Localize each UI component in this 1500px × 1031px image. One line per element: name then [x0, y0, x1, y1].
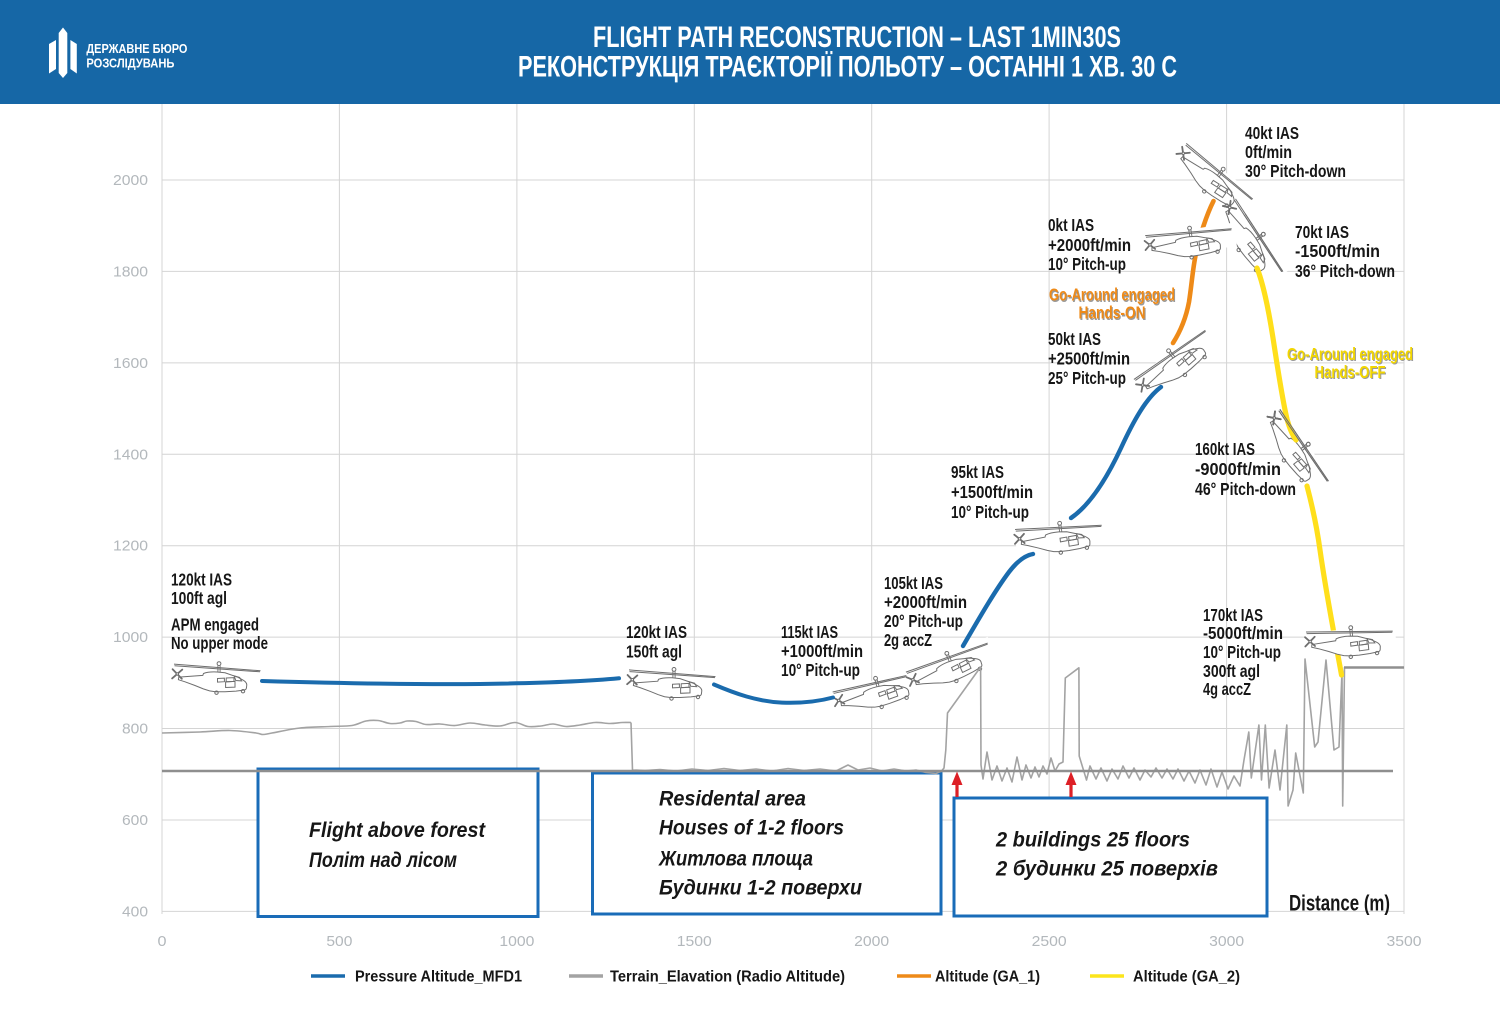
svg-text:150ft agl: 150ft agl [626, 642, 682, 662]
svg-text:30° Pitch-down: 30° Pitch-down [1245, 161, 1346, 181]
svg-text:Pressure Altitude_MFD1: Pressure Altitude_MFD1 [355, 969, 522, 986]
svg-text:500: 500 [326, 933, 352, 950]
svg-text:1600: 1600 [113, 355, 148, 372]
svg-text:Hands-OFF: Hands-OFF [1315, 362, 1386, 382]
svg-text:4g accZ: 4g accZ [1203, 679, 1251, 699]
svg-text:Houses of 1-2 floors: Houses of 1-2 floors [659, 816, 844, 839]
svg-text:Go-Around engaged: Go-Around engaged [1287, 344, 1413, 364]
svg-text:Altitude (GA_2): Altitude (GA_2) [1133, 969, 1240, 986]
svg-text:40kt IAS: 40kt IAS [1245, 123, 1299, 143]
svg-text:-5000ft/min: -5000ft/min [1203, 623, 1283, 643]
svg-text:10° Pitch-up: 10° Pitch-up [951, 502, 1029, 522]
svg-text:FLIGHT PATH RECONSTRUCTION – L: FLIGHT PATH RECONSTRUCTION – LAST 1MIN30… [593, 21, 1121, 54]
svg-text:-9000ft/min: -9000ft/min [1195, 459, 1281, 479]
svg-text:1500: 1500 [677, 933, 712, 950]
svg-text:1800: 1800 [113, 263, 148, 280]
svg-text:115kt IAS: 115kt IAS [781, 622, 838, 642]
svg-text:170kt IAS: 170kt IAS [1203, 605, 1263, 625]
svg-text:Hands-OFF: Hands-OFF [1316, 363, 1387, 383]
svg-text:0: 0 [158, 933, 167, 950]
svg-text:+1500ft/min: +1500ft/min [951, 482, 1033, 502]
svg-text:Hands-ON: Hands-ON [1079, 303, 1146, 323]
svg-text:+2000ft/min: +2000ft/min [884, 592, 967, 612]
svg-text:Altitude (GA_1): Altitude (GA_1) [935, 969, 1040, 986]
svg-text:2 buildings 25 floors: 2 buildings 25 floors [995, 829, 1190, 852]
svg-text:2g accZ: 2g accZ [884, 630, 932, 650]
svg-text:1000: 1000 [499, 933, 534, 950]
svg-text:Distance (m): Distance (m) [1289, 891, 1390, 916]
svg-text:1200: 1200 [113, 538, 148, 555]
svg-text:36° Pitch-down: 36° Pitch-down [1295, 261, 1395, 281]
svg-text:Terrain_Elavation (Radio Altit: Terrain_Elavation (Radio Altitude) [610, 969, 845, 986]
svg-text:10° Pitch-up: 10° Pitch-up [1048, 254, 1126, 274]
svg-text:800: 800 [122, 721, 148, 738]
svg-text:3500: 3500 [1387, 933, 1422, 950]
svg-text:Go-Around engaged: Go-Around engaged [1049, 285, 1175, 305]
svg-text:105kt IAS: 105kt IAS [884, 573, 943, 593]
svg-text:25° Pitch-up: 25° Pitch-up [1048, 368, 1126, 388]
svg-text:1400: 1400 [113, 446, 148, 463]
svg-text:600: 600 [122, 812, 148, 829]
svg-text:APM engaged: APM engaged [171, 615, 259, 635]
svg-text:10° Pitch-up: 10° Pitch-up [1203, 642, 1281, 662]
svg-text:+1000ft/min: +1000ft/min [781, 641, 863, 661]
svg-text:10° Pitch-up: 10° Pitch-up [781, 660, 860, 680]
svg-text:120kt IAS: 120kt IAS [626, 622, 687, 642]
svg-text:50kt IAS: 50kt IAS [1048, 329, 1101, 349]
svg-text:Політ над лісом: Політ над лісом [309, 849, 457, 872]
svg-text:3000: 3000 [1209, 933, 1244, 950]
svg-text:ДЕРЖАВНЕ БЮРО: ДЕРЖАВНЕ БЮРО [86, 42, 187, 56]
svg-text:20° Pitch-up: 20° Pitch-up [884, 611, 963, 631]
svg-text:95kt IAS: 95kt IAS [951, 462, 1004, 482]
svg-text:2000: 2000 [113, 172, 148, 189]
svg-text:300ft agl: 300ft agl [1203, 661, 1260, 681]
svg-text:160kt IAS: 160kt IAS [1195, 439, 1255, 459]
svg-text:Go-Around engaged: Go-Around engaged [1050, 286, 1176, 306]
svg-text:120kt IAS: 120kt IAS [171, 570, 232, 590]
svg-text:-1500ft/min: -1500ft/min [1295, 241, 1380, 261]
svg-text:РОЗСЛІДУВАНЬ: РОЗСЛІДУВАНЬ [86, 57, 174, 71]
svg-text:No upper mode: No upper mode [171, 633, 268, 653]
svg-text:+2000ft/min: +2000ft/min [1048, 235, 1131, 255]
svg-text:Hands-ON: Hands-ON [1080, 304, 1147, 324]
svg-text:Residental area: Residental area [659, 788, 806, 811]
svg-text:Flight above forest: Flight above forest [309, 819, 486, 842]
svg-text:2000: 2000 [854, 933, 889, 950]
svg-text:2500: 2500 [1032, 933, 1067, 950]
svg-text:Житлова площа: Житлова площа [658, 848, 813, 871]
svg-text:Go-Around engaged: Go-Around engaged [1288, 345, 1414, 365]
svg-text:+2500ft/min: +2500ft/min [1048, 349, 1130, 369]
svg-text:1000: 1000 [113, 629, 148, 646]
svg-text:100ft agl: 100ft agl [171, 588, 227, 608]
svg-text:0kt IAS: 0kt IAS [1048, 215, 1094, 235]
svg-text:2 будинки 25 поверхів: 2 будинки 25 поверхів [995, 858, 1218, 881]
svg-text:0ft/min: 0ft/min [1245, 142, 1292, 162]
svg-text:46° Pitch-down: 46° Pitch-down [1195, 479, 1296, 499]
svg-text:РЕКОНСТРУКЦІЯ ТРАЄКТОРІЇ ПОЛЬО: РЕКОНСТРУКЦІЯ ТРАЄКТОРІЇ ПОЛЬОТУ – ОСТАН… [518, 51, 1177, 84]
svg-text:70kt IAS: 70kt IAS [1295, 222, 1349, 242]
svg-text:400: 400 [122, 903, 148, 920]
svg-text:Будинки 1-2 поверхи: Будинки 1-2 поверхи [659, 876, 862, 899]
